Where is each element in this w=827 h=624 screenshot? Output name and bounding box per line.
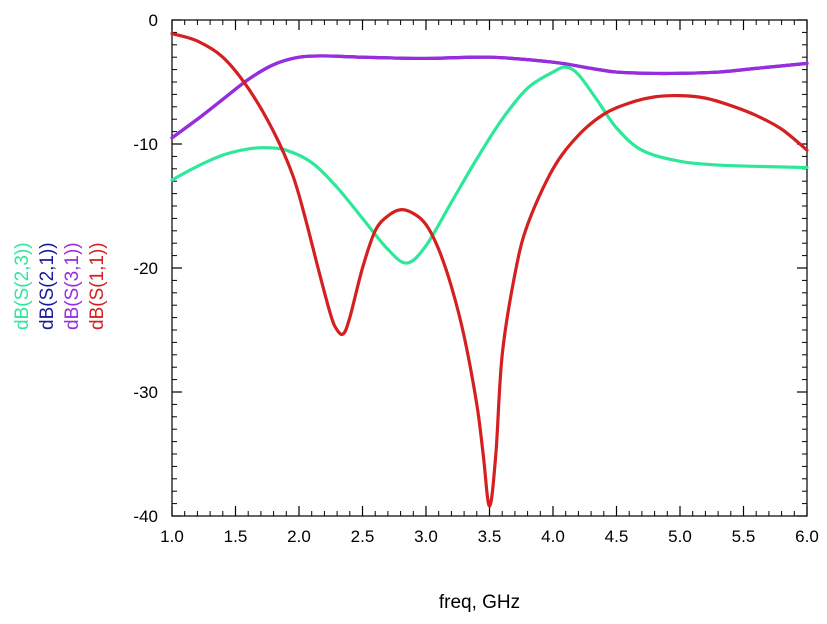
- x-tick-label: 4.0: [541, 527, 565, 546]
- axis-ticks: [171, 19, 808, 517]
- legend: dB(S(2,3)) dB(S(2,1)) dB(S(3,1)) dB(S(1,1)): [12, 242, 108, 330]
- x-tick-label: 2.0: [287, 527, 311, 546]
- x-axis-tick-labels: 1.0 1.5 2.0 2.5 3.0 3.5 4.0 4.5 5.0 5.5 6.0: [160, 527, 819, 546]
- x-tick-label: 3.0: [414, 527, 438, 546]
- x-tick-label: 2.5: [351, 527, 375, 546]
- series-line-db-s-2-3: [170, 65, 809, 265]
- plot-frame: [171, 19, 808, 517]
- legend-entry: dB(S(2,1)): [37, 242, 58, 330]
- y-axis-tick-labels: 0 -10 -20 -30 -40: [133, 11, 158, 526]
- x-tick-label: 3.5: [478, 527, 502, 546]
- legend-entry: dB(S(2,3)): [12, 242, 33, 330]
- y-tick-label: -20: [133, 259, 158, 278]
- x-tick-label: 4.5: [605, 527, 629, 546]
- x-tick-label: 1.0: [160, 527, 184, 546]
- legend-entry: dB(S(3,1)): [62, 242, 83, 330]
- y-tick-label: -10: [133, 135, 158, 154]
- legend-entry: dB(S(1,1)): [87, 242, 108, 330]
- series-line-db-s-3-1: [170, 54, 809, 140]
- plot-area: [171, 19, 808, 517]
- series-lines: [170, 32, 809, 508]
- y-tick-label: -30: [133, 383, 158, 402]
- x-tick-label: 5.5: [732, 527, 756, 546]
- x-axis-title: freq, GHz: [439, 592, 520, 613]
- x-tick-label: 1.5: [224, 527, 248, 546]
- x-tick-label: 6.0: [795, 527, 819, 546]
- y-tick-label: -40: [133, 507, 158, 526]
- y-tick-label: 0: [149, 11, 158, 30]
- x-tick-label: 5.0: [668, 527, 692, 546]
- series-line-db-s-1-1: [170, 32, 809, 508]
